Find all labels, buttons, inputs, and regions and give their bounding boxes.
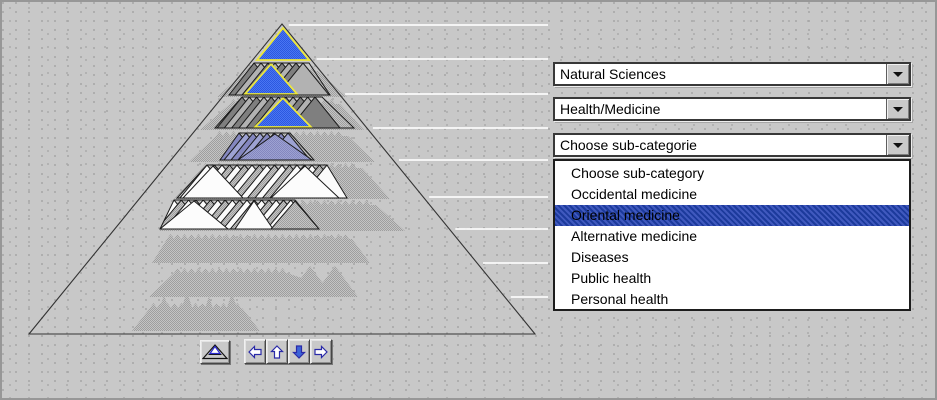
category-combobox-level-1[interactable]: Natural Sciences — [553, 62, 911, 86]
list-item[interactable]: Occidental medicine — [571, 186, 698, 202]
dropdown-arrow-icon[interactable] — [886, 135, 909, 155]
pyramid-background-row-7 — [152, 234, 370, 263]
selected-node-triangle[interactable] — [252, 97, 314, 128]
combobox-value: Natural Sciences — [560, 66, 666, 82]
node-triangle[interactable] — [234, 200, 274, 229]
pyramid-outline — [27, 23, 537, 335]
node-triangle[interactable] — [160, 200, 230, 229]
arrow-left-icon — [248, 344, 262, 359]
dropdown-arrow-icon[interactable] — [886, 64, 909, 84]
category-combobox-level-3[interactable]: Choose sub-categorie — [553, 133, 911, 157]
pyramid-level-band-2[interactable] — [228, 63, 330, 95]
list-item[interactable]: Public health — [571, 270, 652, 286]
category-combobox-level-2[interactable]: Health/Medicine — [553, 97, 911, 121]
node-triangle[interactable] — [269, 165, 341, 198]
down-triangle-glyph — [893, 107, 903, 112]
pyramid-level-band-4[interactable] — [217, 133, 314, 160]
node-triangle[interactable] — [181, 165, 245, 198]
combobox-value: Health/Medicine — [560, 101, 661, 117]
list-item[interactable]: Diseases — [571, 249, 629, 265]
combobox-value: Choose sub-categorie — [560, 137, 697, 153]
node-triangle[interactable] — [236, 133, 314, 160]
list-item[interactable]: Personal health — [571, 291, 669, 307]
arrow-left-button[interactable] — [244, 339, 266, 364]
down-triangle-glyph — [893, 72, 903, 77]
arrow-right-button[interactable] — [310, 339, 332, 364]
arrow-up-button[interactable] — [266, 339, 288, 364]
arrow-up-icon — [270, 344, 284, 359]
pyramid-background-row-8 — [149, 266, 358, 297]
arrow-down-button[interactable] — [288, 339, 310, 364]
pyramid-level-band-5[interactable] — [178, 165, 354, 198]
list-item[interactable]: Oriental medicine — [555, 205, 909, 226]
pyramid-overview-icon — [202, 344, 228, 360]
list-item[interactable]: Choose sub-category — [571, 165, 705, 181]
selected-root-triangle[interactable] — [255, 26, 311, 61]
subcategory-listbox[interactable]: Choose sub-category Occidental medicine Or… — [553, 159, 911, 311]
down-triangle-glyph — [893, 143, 903, 148]
navigation-arrow-toolbar — [244, 339, 332, 364]
list-item[interactable]: Alternative medicine — [571, 228, 698, 244]
selected-node-triangle[interactable] — [243, 63, 299, 95]
arrow-right-icon — [314, 344, 328, 359]
pyramid-background-row-9 — [132, 292, 260, 331]
arrow-down-icon — [292, 344, 306, 359]
dropdown-arrow-icon[interactable] — [886, 99, 909, 119]
pyramid-level-band-6[interactable] — [150, 200, 319, 229]
pyramid-overview-button[interactable] — [200, 340, 230, 364]
pyramid-level-band-3[interactable] — [215, 97, 342, 128]
